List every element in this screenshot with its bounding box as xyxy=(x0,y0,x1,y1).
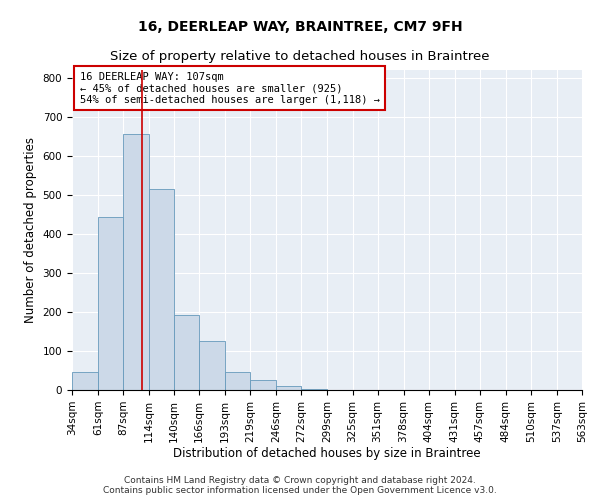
Text: Contains HM Land Registry data © Crown copyright and database right 2024.
Contai: Contains HM Land Registry data © Crown c… xyxy=(103,476,497,495)
Bar xyxy=(174,314,199,390)
X-axis label: Distribution of detached houses by size in Braintree: Distribution of detached houses by size … xyxy=(173,448,481,460)
Bar xyxy=(123,134,149,390)
Bar xyxy=(277,386,301,390)
Y-axis label: Number of detached properties: Number of detached properties xyxy=(24,137,37,323)
Bar xyxy=(149,189,174,390)
Text: 16 DEERLEAP WAY: 107sqm
← 45% of detached houses are smaller (925)
54% of semi-d: 16 DEERLEAP WAY: 107sqm ← 45% of detache… xyxy=(80,72,380,105)
Bar xyxy=(301,389,328,390)
Text: 16, DEERLEAP WAY, BRAINTREE, CM7 9FH: 16, DEERLEAP WAY, BRAINTREE, CM7 9FH xyxy=(137,20,463,34)
Bar xyxy=(72,372,98,390)
Bar xyxy=(225,372,250,390)
Bar xyxy=(250,380,277,390)
Text: Size of property relative to detached houses in Braintree: Size of property relative to detached ho… xyxy=(110,50,490,63)
Bar xyxy=(199,341,225,390)
Bar xyxy=(98,217,123,390)
